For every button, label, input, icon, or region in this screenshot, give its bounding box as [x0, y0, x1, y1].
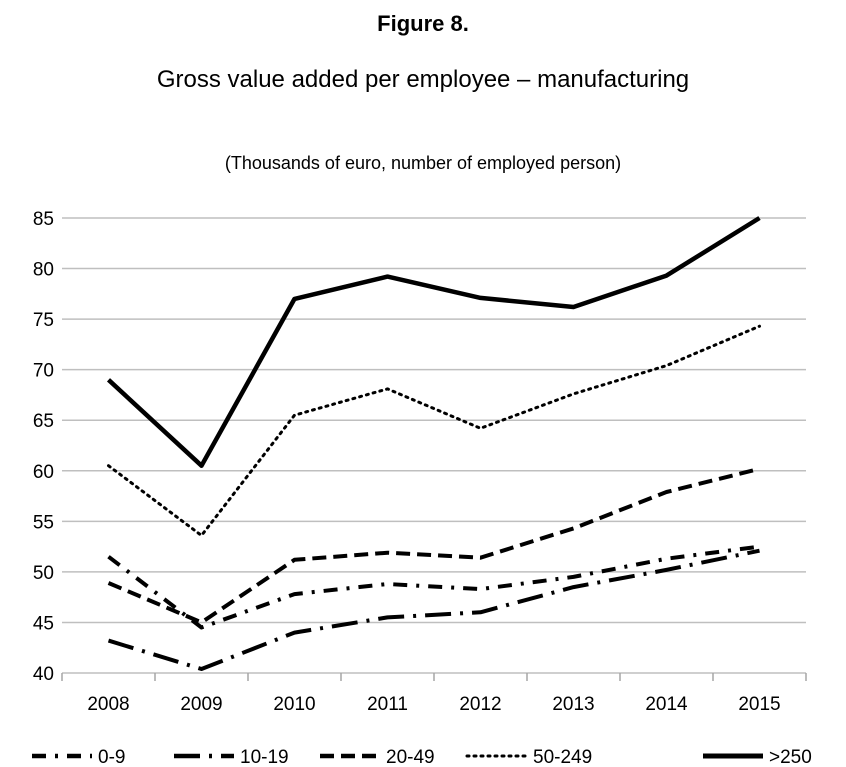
series-line-250	[106, 216, 761, 468]
legend-label: >250	[769, 747, 812, 767]
legend-label: 50-249	[533, 747, 592, 767]
y-tick-label: 85	[33, 209, 54, 230]
legend: 0-9 10-19 20-49 50-249 >250	[32, 747, 812, 767]
y-tick-label: 75	[33, 310, 54, 331]
x-tick-label: 2010	[273, 694, 315, 715]
x-tick-label: 2009	[180, 694, 222, 715]
y-tick-label: 55	[33, 512, 54, 533]
x-tick-label: 2012	[459, 694, 501, 715]
y-tick-label: 45	[33, 613, 54, 634]
x-axis: 2008 2009 2010 2011 2012 2013 2014 2015	[61, 673, 807, 715]
y-tick-label: 80	[33, 260, 54, 281]
legend-label: 10-19	[240, 747, 289, 767]
x-tick-label: 2014	[645, 694, 688, 715]
x-tick-label: 2011	[367, 694, 408, 715]
series-line-10-19	[107, 548, 760, 671]
chart-subtitle: (Thousands of euro, number of employed p…	[225, 153, 621, 173]
chart-title: Gross value added per employee – manufac…	[157, 66, 689, 93]
figure-label: Figure 8.	[377, 11, 469, 36]
x-tick-label: 2015	[738, 694, 780, 715]
y-tick-label: 65	[33, 411, 54, 432]
legend-label: 0-9	[98, 747, 125, 767]
y-tick-label: 50	[33, 563, 54, 584]
y-tick-label: 70	[33, 361, 54, 382]
y-tick-label: 60	[33, 462, 54, 483]
x-tick-label: 2008	[87, 694, 129, 715]
gridlines	[62, 217, 806, 674]
legend-label: 20-49	[386, 747, 435, 767]
x-tick-label: 2013	[552, 694, 594, 715]
series-line-20-49	[107, 466, 760, 625]
y-axis: 40 45 50 55 60 65 70 75 80 85	[33, 209, 54, 685]
series-line-0-9	[107, 544, 760, 630]
y-tick-label: 40	[33, 664, 54, 685]
series-lines	[106, 216, 761, 671]
series-line-50-249	[107, 324, 761, 537]
